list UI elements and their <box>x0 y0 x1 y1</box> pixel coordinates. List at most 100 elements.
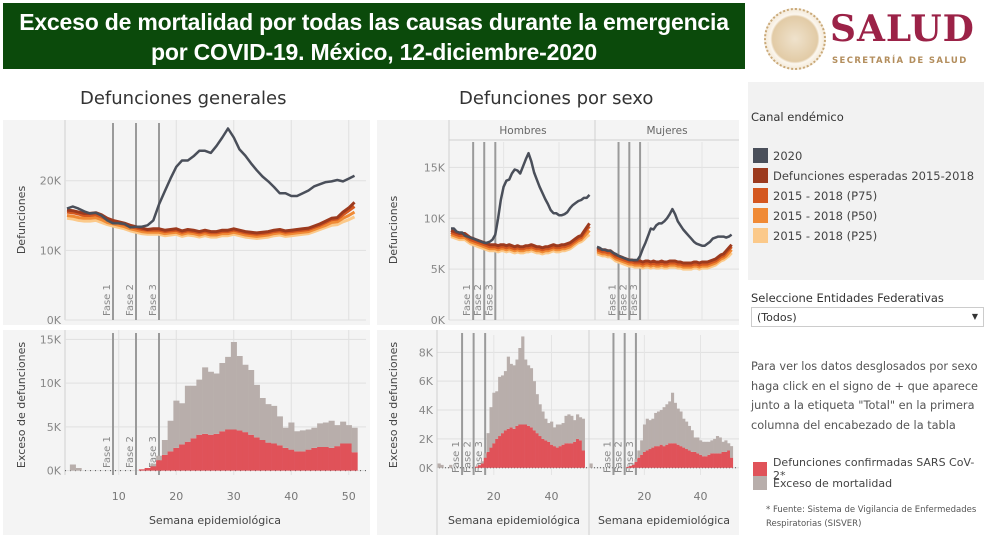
legend-item-p25[interactable]: 2015 - 2018 (P25) <box>753 228 877 243</box>
phase-label: Fase 1 <box>608 284 619 316</box>
bar-segment <box>561 423 565 445</box>
bar-segment <box>555 447 560 468</box>
phase-label: Fase 2 <box>618 284 629 316</box>
x-axis-title: Semana epidemiológica <box>598 514 730 527</box>
y-tick-label: 0K <box>419 462 434 475</box>
bar-segment <box>328 420 335 448</box>
bar-segment <box>150 466 157 471</box>
bar-segment <box>576 414 580 439</box>
bar-segment <box>710 453 714 468</box>
bar-segment <box>236 430 243 471</box>
phase-label: Fase 2 <box>473 284 484 316</box>
legend-label: 2015 - 2018 (P50) <box>773 208 878 223</box>
series-line-2015-2018-p50- <box>450 229 591 254</box>
phase-label: Fase 2 <box>125 284 136 316</box>
legend-item-p50[interactable]: 2015 - 2018 (P50) <box>753 208 877 223</box>
bar-segment <box>550 421 554 445</box>
bar-segment <box>550 444 554 468</box>
y-axis-title: Defunciones <box>15 186 28 255</box>
bar-segment <box>518 424 522 468</box>
bar-segment <box>535 433 539 468</box>
legend-item-esperadas[interactable]: Defunciones esperadas 2015-2018 <box>753 168 974 183</box>
legend-item-2020[interactable]: 2020 <box>753 148 802 163</box>
general-bars-chart[interactable]: 0K 5K 10K 15K Fase 1 Fase 2 Fase 3 10 20 30 40 50 Ex… <box>3 330 370 535</box>
dropdown-arrow-icon[interactable]: ▼ <box>971 312 978 321</box>
sexo-bars-panel: 0K 2K 4K 6K 8K Exceso de defunciones Fase 1 Fas… <box>377 330 739 535</box>
legend-item-confirmadas[interactable]: Defunciones confirmadas SARS CoV-2* <box>753 456 986 482</box>
series-line-2015-2018-p75- <box>450 225 591 252</box>
bar-segment <box>506 356 510 429</box>
bar-segment <box>334 446 341 471</box>
bar-segment <box>288 449 295 471</box>
bar-segment <box>541 438 545 468</box>
bar-segment <box>503 371 508 431</box>
bar-segment <box>486 433 490 452</box>
bar-segment <box>713 453 717 468</box>
bar-segment <box>578 417 583 441</box>
bar-segment <box>506 428 510 468</box>
bar-segment <box>589 463 593 468</box>
bar-segment <box>150 463 157 467</box>
bar-segment <box>288 422 295 450</box>
dashboard-title: Exceso de mortalidad por todas las causa… <box>3 3 745 69</box>
bar-segment <box>558 424 562 447</box>
bar-segment <box>501 433 505 468</box>
legend-swatch <box>753 476 767 490</box>
legend-item-p75[interactable]: 2015 - 2018 (P75) <box>753 188 877 203</box>
series-line-2015-2018-p50- <box>596 248 733 269</box>
bar-segment <box>645 418 649 451</box>
y-tick-label: 8K <box>419 346 434 359</box>
x-tick-label: 10 <box>112 490 126 503</box>
bar-segment <box>679 446 683 468</box>
bar-segment <box>253 437 260 471</box>
bar-segment <box>259 440 266 471</box>
general-lines-chart[interactable]: 0K 10K 20K Defunciones Fase 1 Fase 2 Fase 3 <box>3 120 370 327</box>
bar-segment <box>535 394 539 434</box>
bar-segment <box>526 425 531 468</box>
phase-label: Fase 1 <box>462 284 473 316</box>
y-axis-title: Defunciones <box>387 196 400 265</box>
bar-segment <box>547 441 551 468</box>
bar-segment <box>213 373 220 434</box>
bar-segment <box>558 446 562 468</box>
bar-segment <box>167 420 174 452</box>
bar-segment <box>317 447 324 471</box>
bar-segment <box>265 404 272 443</box>
bar-segment <box>626 466 630 468</box>
phase-label: Fase 1 <box>602 441 613 473</box>
logo-sub-text: SECRETARÍA DE SALUD <box>832 56 968 66</box>
bar-segment <box>662 446 666 468</box>
bar-segment <box>498 436 502 468</box>
bar-segment <box>561 444 565 468</box>
bar-segment <box>202 433 209 471</box>
bar-segment <box>501 375 505 434</box>
general-section-title: Defunciones generales <box>80 88 287 109</box>
bar-segment <box>631 464 635 468</box>
bar-segment <box>634 459 638 463</box>
legend-label: Defunciones confirmadas SARS CoV-2* <box>772 456 975 482</box>
bar-segment <box>184 441 191 471</box>
bar-segment <box>578 440 583 468</box>
bar-segment <box>547 423 551 442</box>
bar-segment <box>576 438 580 468</box>
bar-segment <box>671 443 675 468</box>
legend-item-exceso[interactable]: Exceso de mortalidad <box>753 476 892 490</box>
bar-segment <box>495 438 499 468</box>
bar-segment <box>477 465 482 468</box>
bar-segment <box>483 457 487 468</box>
title-line-1: Exceso de mortalidad por todas las causa… <box>19 9 729 35</box>
bar-segment <box>340 443 347 471</box>
bar-segment <box>570 443 574 468</box>
bar-segment <box>727 443 731 451</box>
bar-segment <box>659 444 663 468</box>
bar-segment <box>707 441 711 455</box>
bar-segment <box>682 447 686 468</box>
bar-segment <box>219 363 226 432</box>
sexo-section-title: Defunciones por sexo <box>459 88 654 109</box>
logo-main-text: SALUD <box>830 8 975 50</box>
legend-label: 2020 <box>773 148 803 163</box>
legend-swatch <box>753 228 768 243</box>
entidades-select[interactable]: (Todos) ▼ <box>751 307 984 327</box>
